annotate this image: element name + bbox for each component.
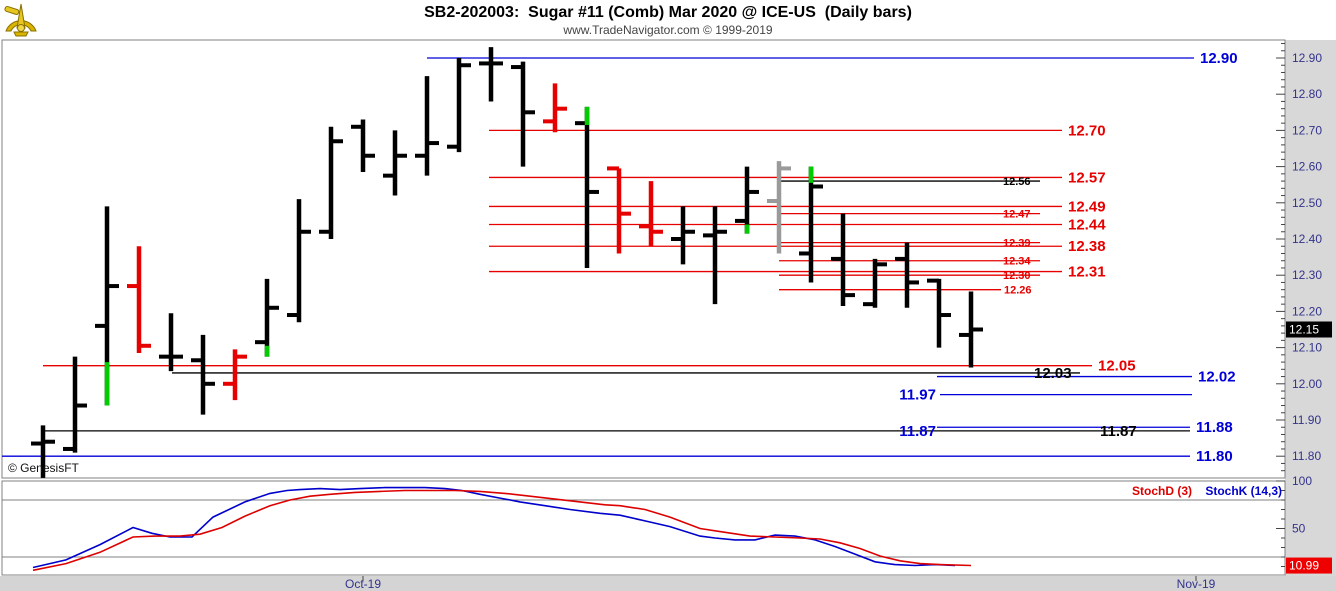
price-axis-label: 12.10: [1292, 341, 1322, 355]
ohlc-bar: [95, 206, 119, 406]
ohlc-bar: [127, 246, 151, 354]
ohlc-bar: [607, 166, 631, 254]
main-chart-panel[interactable]: [1, 39, 1286, 479]
price-level-label: 12.56: [1003, 176, 1031, 188]
price-level-label: 12.49: [1068, 198, 1106, 215]
price-axis-label: 12.90: [1292, 51, 1322, 65]
ohlc-bar: [351, 119, 375, 173]
price-axis-label: 12.50: [1292, 196, 1322, 210]
price-level-label: 12.34: [1003, 256, 1031, 268]
price-axis-strip: [1285, 40, 1336, 576]
date-axis-strip: [0, 576, 1336, 591]
ohlc-bar: [735, 166, 759, 234]
ohlc-bar: [799, 166, 823, 283]
price-level-label: 12.38: [1068, 238, 1106, 255]
genesisft-copyright: © GenesisFT: [8, 461, 79, 475]
price-level-label: 12.02: [1198, 369, 1236, 386]
stochd-legend-label: StochD (3): [1132, 484, 1192, 498]
ohlc-bar: [223, 349, 247, 401]
price-level-label: 12.70: [1068, 122, 1106, 139]
ohlc-bar: [191, 334, 215, 415]
stoch-value-text: 10.99: [1289, 559, 1319, 573]
ohlc-bar: [319, 126, 343, 239]
price-level-label: 12.30: [1003, 270, 1031, 282]
price-axis-label: 12.70: [1292, 123, 1322, 137]
ohlc-bar: [703, 206, 727, 305]
price-level-label: 12.31: [1068, 264, 1106, 281]
ohlc-bar: [639, 181, 663, 247]
ohlc-bars: [31, 47, 983, 478]
ohlc-bar: [959, 291, 983, 368]
price-level-label: 11.87: [1100, 423, 1137, 440]
price-axis-label: 12.80: [1292, 87, 1322, 101]
stochk-line: [32, 486, 956, 569]
stochastic-panel[interactable]: [1, 480, 1286, 576]
stoch-axis-label: 100: [1292, 474, 1312, 488]
price-level-label: 12.47: [1003, 209, 1031, 221]
price-axis[interactable]: 12.90 12.80 12.70 12.60 12.50 12.40 12.30 12.20…: [1276, 43, 1322, 472]
date-label: Nov-19: [1177, 577, 1216, 591]
ohlc-bar: [287, 199, 311, 323]
price-axis-label: 12.30: [1292, 268, 1322, 282]
stoch-value-badge: 10.99: [1286, 557, 1332, 574]
stochk-legend-label: StochK (14,3): [1205, 484, 1282, 498]
ohlc-bar: [863, 258, 887, 308]
stoch-value-box: [1286, 557, 1332, 574]
ohlc-bar: [895, 242, 919, 308]
price-level-label: 11.80: [1196, 448, 1233, 465]
ohlc-bar: [671, 206, 695, 265]
price-level-label: 12.44: [1068, 217, 1106, 234]
price-axis-label: 11.80: [1292, 449, 1321, 463]
price-level-label: 12.03: [1034, 365, 1072, 382]
ohlc-bar: [159, 313, 183, 372]
price-axis-label: 12.00: [1292, 377, 1322, 391]
price-level-lines: [2, 57, 1194, 457]
price-level-label: 12.90: [1200, 50, 1238, 67]
price-level-label: 12.05: [1098, 358, 1136, 375]
ohlc-bar: [927, 278, 951, 348]
ohlc-bar: [447, 58, 471, 153]
ohlc-bar: [511, 61, 535, 167]
ohlc-bar: [63, 356, 87, 453]
current-price-box: [1286, 321, 1332, 338]
ohlc-bar: [543, 83, 567, 133]
stoch-axis[interactable]: 100 50: [1276, 474, 1312, 567]
stochd-line: [32, 489, 972, 572]
price-axis-label: 12.60: [1292, 160, 1322, 174]
ohlc-bar: [831, 213, 855, 306]
price-axis-label: 12.40: [1292, 232, 1322, 246]
ohlc-bar: [415, 76, 439, 176]
price-axis-label: 11.90: [1292, 413, 1321, 427]
price-level-label: 12.26: [1004, 285, 1032, 297]
ohlc-bar: [479, 47, 503, 102]
ohlc-bar: [255, 278, 279, 357]
price-axis-label: 12.20: [1292, 304, 1322, 318]
price-level-label: 12.57: [1068, 169, 1106, 186]
stoch-legend: StochD (3) StochK (14,3): [1132, 484, 1282, 498]
ohlc-bar: [767, 161, 791, 254]
price-level-label: 11.97: [899, 387, 936, 404]
ohlc-bar: [383, 130, 407, 196]
stoch-axis-label: 50: [1292, 522, 1306, 536]
ohlc-bar: [31, 425, 55, 478]
price-level-label: 11.88: [1196, 419, 1233, 436]
price-level-labels: 12.90 12.70 12.57 12.49 12.44 12.38 12.31 12.56…: [899, 50, 1237, 465]
price-level-label: 12.39: [1003, 238, 1031, 250]
date-label: Oct-19: [345, 577, 381, 591]
current-price-text: 12.15: [1289, 323, 1319, 337]
genesisft-logo-icon: [4, 3, 37, 37]
ohlc-bar: [575, 106, 599, 268]
date-axis[interactable]: Oct-19 Nov-19: [345, 576, 1216, 591]
current-price-badge: 12.15: [1286, 321, 1332, 338]
price-level-label: 11.87: [899, 423, 936, 440]
